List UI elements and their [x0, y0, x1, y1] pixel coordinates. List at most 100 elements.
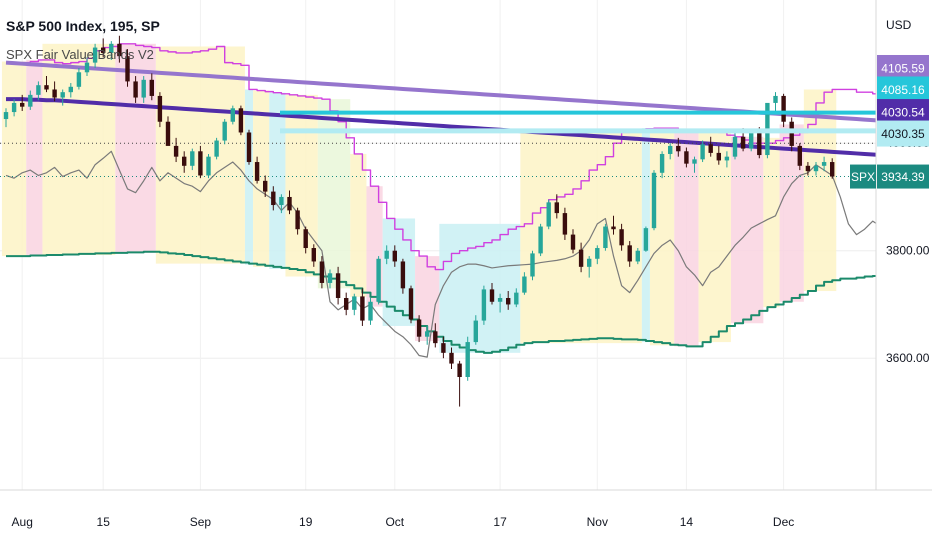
candle-body [692, 159, 697, 164]
candle-body [360, 296, 365, 321]
zone [698, 131, 731, 343]
candle-body [546, 202, 551, 227]
candle-body [457, 363, 462, 378]
candle-body [173, 145, 179, 157]
price-tag-text: 4030.54 [881, 106, 925, 120]
price-tag [877, 120, 929, 147]
candle-body [206, 156, 211, 176]
candle-body [813, 165, 819, 172]
y-tick-label: 3600.00 [886, 351, 930, 365]
candle-body [781, 95, 786, 122]
candle-body [384, 250, 389, 259]
candle-body [287, 196, 292, 211]
candle-body [149, 79, 154, 96]
candle-body [271, 191, 276, 206]
candle-body [708, 144, 713, 153]
zone [1, 61, 27, 257]
candle-body [676, 145, 681, 152]
candle-body [538, 226, 543, 254]
candle-body [570, 234, 576, 250]
candle-body [11, 102, 17, 113]
candle-body [489, 289, 495, 302]
candle-body [797, 145, 802, 166]
zone [285, 94, 318, 277]
candle-body [254, 162, 260, 181]
x-tick-labels: Aug 15 Sep 19 Oct 17 Nov 14 Dec [12, 515, 795, 529]
candle-body [344, 298, 349, 310]
candle-body [627, 245, 632, 262]
band-zones [1, 43, 837, 353]
candle-body [481, 289, 487, 321]
x-tick-label: 15 [97, 515, 111, 529]
chart-title: S&P 500 Index, 195, SP [6, 18, 160, 34]
candle-body [587, 258, 592, 267]
candle-body [368, 301, 373, 321]
time-axis[interactable] [0, 490, 932, 550]
candle-body [684, 151, 689, 164]
candle-body [514, 292, 519, 305]
price-tag-text: 4105.59 [881, 61, 925, 75]
y-tick-label: 3800.00 [886, 244, 930, 258]
candle-body [246, 132, 252, 163]
candle-body [416, 319, 422, 337]
candle-body [400, 261, 406, 289]
candle-body [473, 320, 478, 343]
candle-body [789, 121, 794, 146]
candle-body [408, 288, 414, 320]
candle-body [165, 121, 171, 146]
candle-body [117, 43, 122, 57]
indicator-name[interactable]: SPX Fair Value Bands V2 [6, 47, 154, 62]
candle-body [52, 89, 57, 98]
candle-body [68, 86, 73, 93]
price-labels: 4105.59 4085.16 4030.54 4030.35 [877, 54, 929, 147]
zone [730, 136, 764, 324]
candle-body [3, 112, 9, 120]
candle-body [182, 156, 187, 166]
x-tick-label: 14 [680, 515, 694, 529]
zone [763, 137, 780, 308]
price-tag-text: 4030.35 [881, 127, 925, 141]
candle-body [303, 229, 308, 249]
last-price-marker: SPX 3934.39 [850, 164, 929, 189]
candle-body [214, 140, 219, 157]
candle-body [92, 47, 98, 63]
candle-body [433, 331, 438, 344]
candle-body [352, 296, 357, 310]
x-tick-label: 17 [493, 515, 507, 529]
zone [253, 90, 270, 267]
candle-body [659, 153, 665, 173]
candle-body [222, 121, 227, 141]
currency-label: USD [886, 18, 912, 32]
candle-body [830, 162, 835, 177]
candle-body [20, 102, 25, 107]
candle-body [603, 226, 608, 249]
candle-body [76, 72, 82, 87]
candle-body [732, 136, 738, 157]
candle-body [238, 108, 244, 133]
candle-body [465, 342, 470, 378]
zone [269, 92, 286, 269]
candle-body [643, 228, 649, 251]
candle-body [441, 343, 446, 353]
fair-value-line [5, 150, 914, 358]
candle-body [425, 331, 430, 337]
candle-body [319, 261, 325, 283]
candle-body [335, 273, 341, 299]
candle-body [125, 56, 130, 82]
mid-ma-line [6, 97, 914, 160]
x-tick-label: Oct [385, 515, 404, 529]
candle-body [506, 298, 511, 305]
x-tick-label: Aug [12, 515, 33, 529]
zone [439, 223, 521, 353]
candle-body [141, 79, 146, 98]
price-tag-text: 4085.16 [881, 83, 925, 97]
candle-body [578, 249, 584, 267]
candle-body [749, 132, 754, 149]
level-lines [280, 110, 876, 134]
zone [803, 89, 837, 292]
candle-body [724, 156, 730, 161]
candle-body [740, 136, 746, 149]
candle-body [635, 250, 640, 262]
zone [244, 89, 254, 265]
